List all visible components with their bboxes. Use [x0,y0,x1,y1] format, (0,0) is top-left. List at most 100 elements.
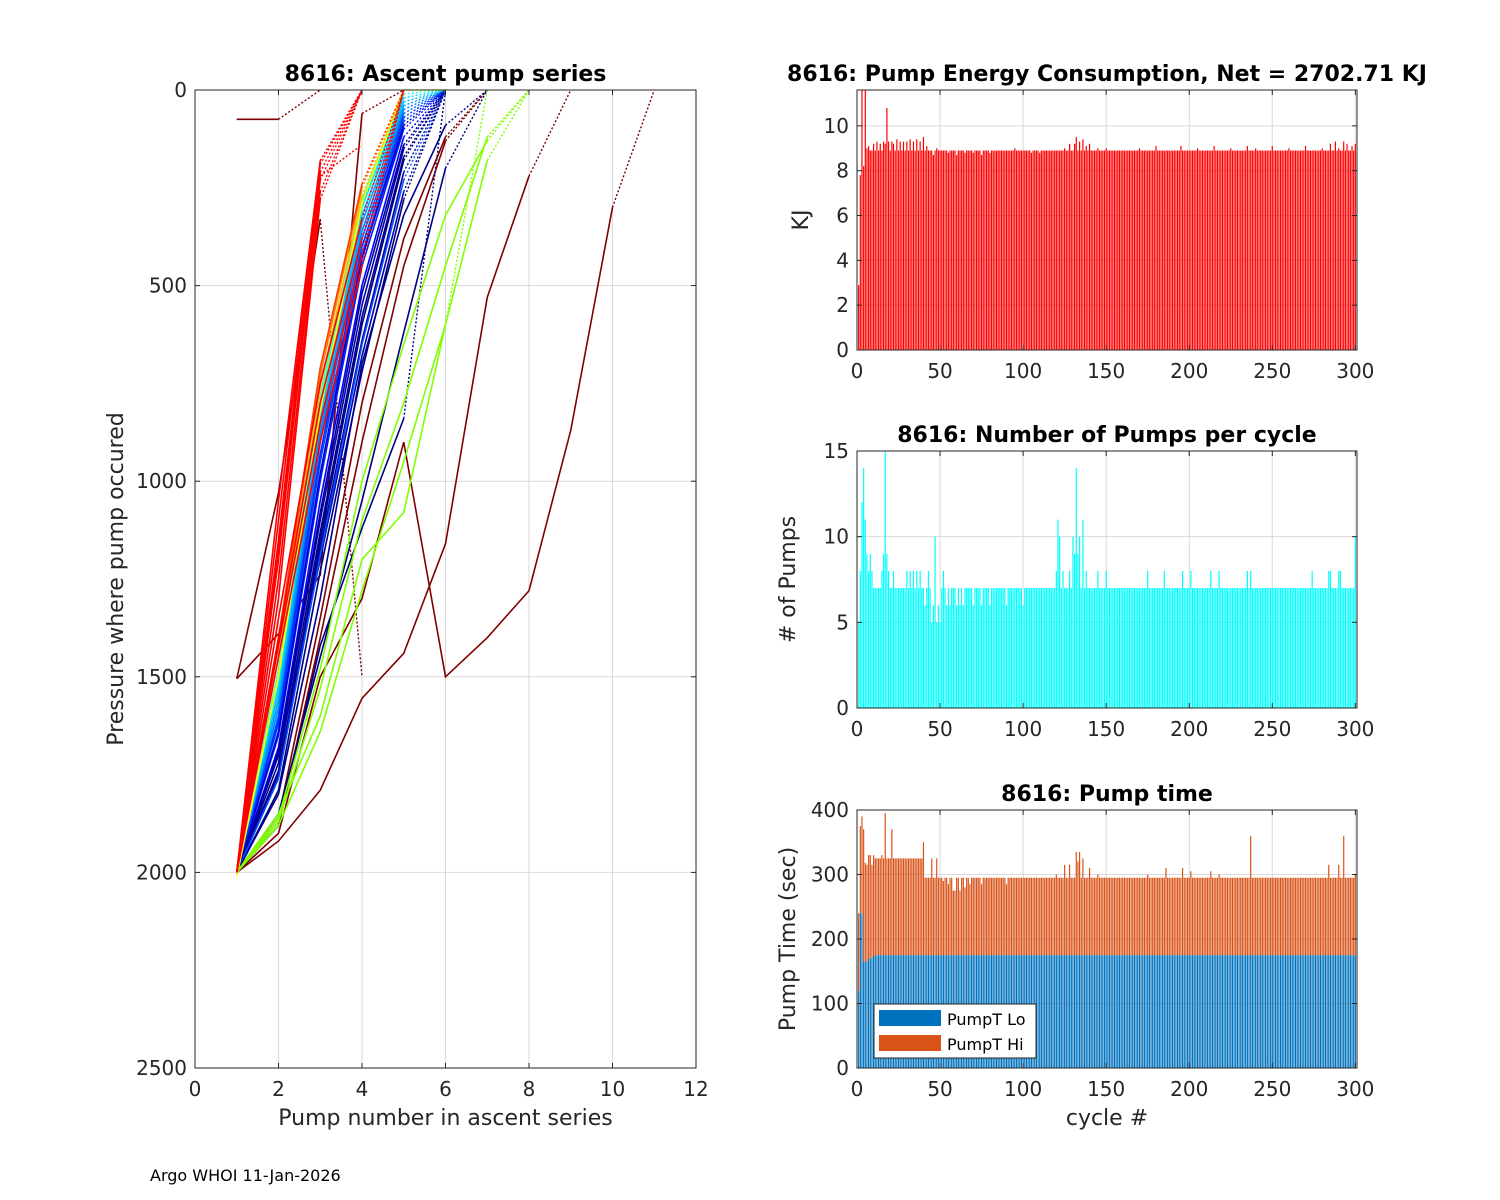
energy-bar [1281,150,1283,350]
pumps-bar [994,588,996,708]
y-axis-label: Pressure where pump occured [104,412,129,745]
pumps-bar [1143,588,1145,708]
series-line-b14 [235,144,405,873]
pump-hi-bar [946,877,948,956]
pumps-bar [1206,588,1209,708]
energy-bar [1255,148,1257,350]
energy-bar [1022,150,1024,350]
x-tick-label: 2 [272,1077,285,1101]
pumps-bar [1017,588,1019,708]
pump-lo-bar [1281,955,1283,1068]
energy-bar [929,150,931,350]
pump-lo-bar [859,913,861,1068]
pump-lo-bar [1080,955,1082,1068]
energy-bar [1113,150,1116,350]
pumps-bar [1348,588,1350,708]
pump-hi-bar [1233,877,1235,956]
pumps-bar [1213,588,1215,708]
pump-hi-bar [921,858,923,956]
pump-hi-bar [887,858,890,956]
energy-bar [1015,150,1018,350]
pump-hi-bar [1172,877,1174,956]
energy-bar [916,139,918,350]
pump-lo-bar [1180,955,1182,1068]
pump-hi-bar [949,877,951,956]
pump-hi-bar [1291,877,1293,956]
pump-hi-bar [987,877,989,956]
pumps-bar [997,588,999,708]
pump-lo-bar [1313,955,1315,1068]
energy-bar [987,150,989,350]
energy-bar [909,139,911,350]
pumps-bar [876,588,878,708]
x-tick-label: 300 [1336,359,1374,383]
pump-lo-bar [1333,955,1335,1068]
pump-hi-bar [907,858,910,956]
pump-hi-bar [1040,877,1042,956]
energy-bar [1083,150,1086,350]
pump-hi-bar [1250,835,1252,956]
series-line-b16 [236,171,405,873]
pumps-bar [868,570,870,708]
energy-bar [976,150,978,350]
energy-bar [892,143,895,350]
pumps-bar [951,588,953,708]
pump-lo-bar [1147,955,1149,1068]
x-tick-label: 200 [1170,717,1208,741]
pump-lo-bar [1178,955,1180,1068]
pump-hi-bar [1308,877,1310,956]
energy-bar [1147,150,1149,350]
pumps-bar [871,570,873,708]
energy-bar [1082,139,1084,350]
pumps-bar [942,570,944,708]
pump-lo-bar [1148,955,1150,1068]
energy-bar [1064,148,1066,350]
energy-bar [859,175,861,350]
x-tick-label: 6 [439,1077,452,1101]
energy-bar [1296,150,1298,350]
series-tail-b11 [403,89,446,95]
pump-hi-bar [1338,864,1340,956]
pumps-bar [896,588,898,708]
pump-hi-bar [1293,877,1295,956]
pumps-bar [990,588,993,708]
pumps-bar [1128,588,1131,708]
pump-hi-bar [1256,877,1258,956]
pump-hi-bar [1103,877,1106,956]
x-axis-label: cycle # [1066,1106,1148,1131]
pump-hi-bar [1128,877,1131,956]
energy-bar [1005,150,1008,350]
pumps-bar [1005,605,1008,708]
pump-lo-bar [1321,955,1323,1068]
energy-bar [1185,150,1187,350]
pump-hi-bar [1226,877,1229,956]
pump-lo-bar [1326,955,1328,1068]
x-axis-label: Pump number in ascent series [278,1106,612,1131]
pumps-bar [1153,588,1155,708]
pump-hi-bar [1072,877,1074,956]
pumps-bar [1045,588,1047,708]
pump-hi-bar [1117,877,1119,956]
pumps-bar [1093,588,1096,708]
pump-hi-bar [1135,877,1137,956]
x-tick-label: 12 [683,1077,708,1101]
pumps-bar [907,588,910,708]
series-tail-y4 [361,89,405,185]
pumps-bar [1191,588,1194,708]
energy-bar [977,150,979,350]
pump-hi-bar [1258,877,1260,956]
energy-bar [1135,150,1137,350]
energy-bar [1213,146,1215,350]
energy-bar [1271,146,1273,350]
series-tail-r10 [361,89,405,255]
energy-bar [1014,148,1016,350]
pumps-bar [1175,588,1177,708]
pump-hi-bar [995,877,998,956]
pump-hi-bar [1354,874,1356,956]
pump-lo-bar [1250,955,1252,1068]
pump-lo-bar [1163,955,1165,1068]
pumps-bar [966,588,968,708]
pumps-bar [1186,588,1189,708]
pump-lo-bar [1145,955,1147,1068]
pump-hi-bar [869,855,871,959]
